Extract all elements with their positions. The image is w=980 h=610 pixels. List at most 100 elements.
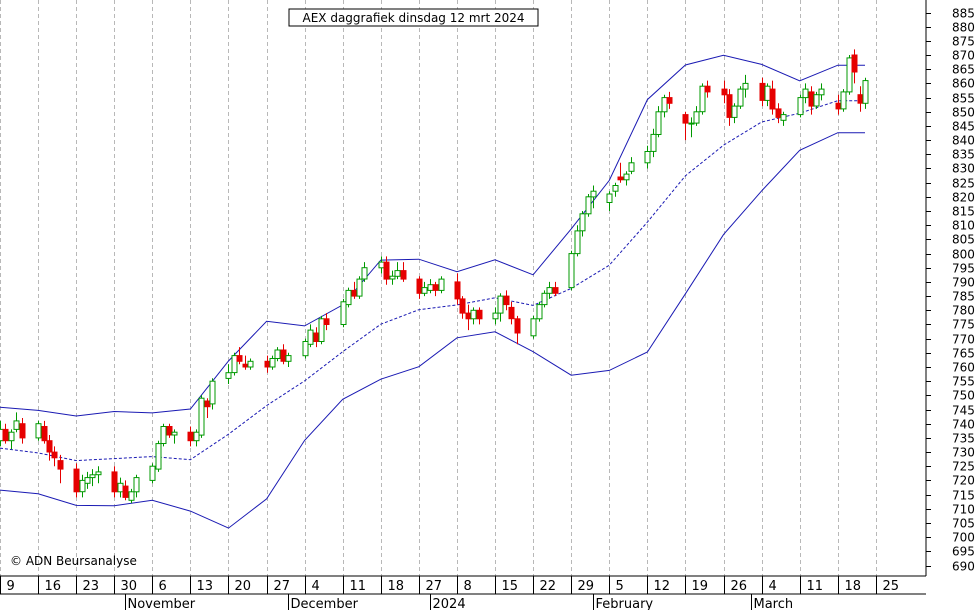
chart-title-box: AEX daggrafiek dinsdag 12 mrt 2024	[288, 8, 539, 27]
candle-body	[427, 284, 434, 291]
candlestick	[204, 398, 211, 418]
candlestick	[41, 420, 48, 444]
candlestick	[351, 281, 358, 299]
candle-body	[818, 88, 825, 96]
candlestick	[454, 273, 461, 305]
candle-body	[530, 318, 537, 337]
candle-body	[514, 318, 521, 334]
candle-body	[8, 431, 15, 442]
x-tick-label: 29	[578, 579, 595, 594]
candlestick	[726, 89, 733, 126]
candle-body	[149, 465, 156, 481]
candle-body	[57, 460, 64, 470]
candle-body	[41, 426, 48, 442]
candlestick	[835, 94, 842, 115]
candlestick	[465, 304, 472, 331]
x-tick-label: 13	[197, 579, 214, 594]
candlestick	[122, 480, 129, 501]
candle-body	[89, 474, 96, 479]
x-tick-label: 11	[807, 579, 824, 594]
chart-title-frame	[288, 8, 539, 27]
candlestick	[476, 307, 483, 325]
y-tick-label: 875	[952, 35, 975, 49]
candle-body	[454, 281, 461, 300]
candle-body	[264, 360, 271, 368]
candlestick	[345, 287, 352, 308]
candlestick	[19, 418, 26, 444]
y-tick-label: 790	[952, 276, 975, 290]
candlestick	[128, 488, 135, 504]
candlestick	[394, 262, 401, 280]
y-tick-label: 770	[952, 333, 975, 347]
candlestick	[274, 347, 281, 362]
candle-body	[394, 270, 401, 277]
candlestick	[383, 256, 390, 285]
candle-body	[318, 318, 325, 342]
candlestick	[427, 279, 434, 294]
candle-body	[231, 355, 238, 374]
y-tick-label: 775	[952, 318, 975, 332]
x-tick-label: 5	[616, 579, 624, 594]
candlestick	[307, 324, 314, 348]
candle-body	[242, 363, 249, 368]
candlestick	[187, 426, 194, 447]
candlestick	[857, 86, 864, 112]
candle-body	[775, 108, 782, 118]
candlestick	[280, 344, 287, 365]
x-tick-label: 27	[274, 579, 291, 594]
candlestick	[302, 338, 309, 359]
candlestick	[231, 352, 238, 376]
candlestick	[818, 83, 825, 101]
y-tick-label: 750	[952, 389, 975, 403]
candlestick	[264, 355, 271, 373]
candle-body	[122, 485, 129, 498]
y-tick-label: 805	[952, 233, 975, 247]
candle-body	[465, 312, 472, 320]
candlestick	[699, 83, 706, 115]
candlestick	[666, 91, 673, 109]
candle-body	[351, 289, 358, 297]
x-tick-label: 4	[312, 579, 320, 594]
candlestick	[89, 469, 96, 487]
month-label: 2024	[433, 597, 466, 610]
candle-body	[508, 306, 515, 320]
candlestick	[813, 91, 820, 109]
candle-body	[209, 380, 216, 405]
x-tick-label: 18	[845, 579, 862, 594]
candlestick	[862, 77, 869, 109]
candle-body	[699, 85, 706, 113]
month-label: November	[128, 597, 196, 610]
candlestick	[606, 191, 613, 211]
x-tick-label: 18	[388, 579, 405, 594]
candlestick	[759, 77, 766, 107]
candle-body	[247, 360, 254, 368]
y-tick-label: 715	[952, 489, 975, 503]
x-tick-label: 8	[464, 579, 472, 594]
candlestick	[612, 182, 619, 197]
candlestick	[225, 364, 232, 384]
candle-body	[166, 426, 173, 436]
candlestick	[149, 463, 156, 484]
y-tick-label: 705	[952, 517, 975, 531]
candlestick	[193, 429, 200, 447]
y-tick-label: 865	[952, 63, 975, 77]
candle-body	[389, 275, 396, 280]
candlestick	[644, 145, 651, 169]
y-tick-label: 780	[952, 304, 975, 318]
y-tick-label: 870	[952, 49, 975, 63]
candle-body	[459, 298, 466, 314]
candle-body	[383, 261, 390, 280]
candle-body	[628, 162, 635, 172]
candle-body	[802, 88, 809, 99]
x-tick-label: 27	[426, 579, 443, 594]
candle-body	[666, 97, 673, 104]
candle-body	[857, 94, 864, 104]
candlestick	[166, 423, 173, 438]
candle-body	[731, 105, 738, 118]
y-tick-label: 725	[952, 460, 975, 474]
candle-body	[285, 355, 292, 362]
y-tick-label: 855	[952, 92, 975, 106]
candle-body	[840, 91, 847, 110]
candlestick	[269, 355, 276, 370]
